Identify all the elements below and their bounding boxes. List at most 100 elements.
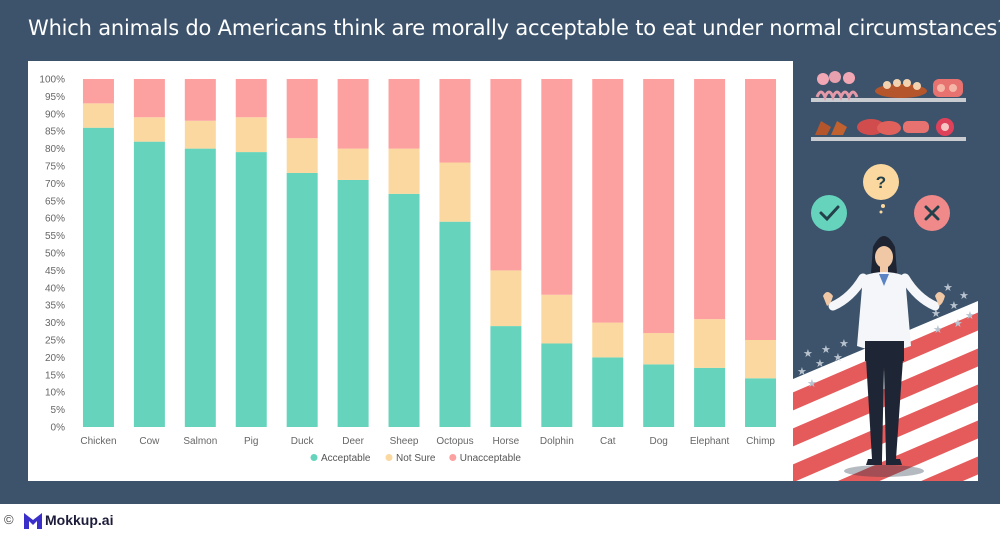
footer: © Mokkup.ai (0, 504, 1000, 537)
page-title: Which animals do Americans think are mor… (28, 16, 1000, 40)
svg-text:★: ★ (839, 337, 849, 350)
y-tick-label: 5% (51, 405, 66, 416)
legend-marker-acceptable (310, 454, 318, 461)
y-tick-label: 45% (45, 266, 65, 277)
legend-label: Acceptable (321, 453, 371, 464)
x-tick-label: Chimp (746, 436, 775, 447)
bar-chimp-not-sure (745, 340, 777, 379)
x-tick-label: Horse (493, 436, 520, 447)
bar-sheep-not-sure (388, 148, 420, 194)
bar-cat-acceptable (592, 357, 624, 427)
legend-marker-unacceptable (449, 454, 457, 461)
y-tick-label: 40% (45, 283, 65, 294)
bar-dolphin-acceptable (541, 343, 573, 427)
bar-sheep-acceptable (388, 193, 420, 427)
bar-duck-not-sure (286, 138, 318, 173)
svg-text:★: ★ (949, 299, 959, 312)
question-icon: ? (863, 164, 899, 214)
y-tick-label: 95% (45, 92, 65, 103)
legend-label: Not Sure (396, 453, 436, 464)
x-tick-label: Dog (649, 436, 667, 447)
woman-figure-icon (823, 236, 945, 477)
bar-salmon-not-sure (184, 120, 216, 149)
bar-pig-not-sure (235, 117, 267, 153)
y-tick-label: 35% (45, 301, 65, 312)
bar-horse-not-sure (490, 270, 522, 327)
bar-horse-unacceptable (490, 79, 522, 271)
bar-chicken-unacceptable (82, 79, 114, 104)
svg-text:★: ★ (931, 307, 941, 320)
y-tick-label: 100% (39, 75, 65, 86)
y-tick-label: 10% (45, 388, 65, 399)
svg-text:★: ★ (933, 323, 943, 336)
svg-text:★: ★ (821, 343, 831, 356)
y-tick-label: 75% (45, 162, 65, 173)
bar-cow-acceptable (133, 141, 165, 427)
svg-text:★: ★ (797, 365, 807, 378)
bar-deer-not-sure (337, 148, 369, 180)
bar-dog-unacceptable (643, 79, 675, 334)
question-mark: ? (876, 173, 886, 192)
reject-icon (914, 195, 950, 231)
x-tick-label: Deer (342, 436, 364, 447)
bar-octopus-unacceptable (439, 79, 471, 163)
x-tick-label: Cat (600, 436, 616, 447)
x-tick-label: Salmon (183, 436, 217, 447)
bar-dolphin-unacceptable (541, 79, 573, 295)
y-tick-label: 30% (45, 318, 65, 329)
svg-text:★: ★ (807, 377, 817, 390)
brand-name[interactable]: Mokkup.ai (45, 512, 114, 528)
bar-octopus-not-sure (439, 162, 471, 222)
y-tick-label: 25% (45, 336, 65, 347)
copyright-symbol: © (4, 512, 14, 527)
bar-dog-acceptable (643, 364, 675, 427)
x-tick-label: Cow (139, 436, 160, 447)
y-tick-label: 80% (45, 144, 65, 155)
x-tick-label: Duck (291, 436, 315, 447)
bar-salmon-acceptable (184, 148, 216, 427)
svg-text:★: ★ (815, 357, 825, 370)
meat-shelf-icon (811, 71, 966, 141)
chart-card: 0% 5% 10% 15% 20% 25% 30% 35% 40% 45% 50% 55% 60% 65%… (28, 61, 793, 481)
bar-deer-acceptable (337, 179, 369, 427)
bar-duck-acceptable (286, 172, 318, 427)
svg-text:★: ★ (959, 289, 969, 302)
x-tick-label: Octopus (436, 436, 473, 447)
x-tick-label: Dolphin (540, 436, 574, 447)
y-tick-label: 70% (45, 179, 65, 190)
bar-chimp-unacceptable (745, 79, 777, 340)
svg-text:★: ★ (965, 309, 975, 322)
mokkup-logo-icon[interactable] (24, 513, 42, 529)
bar-sheep-unacceptable (388, 79, 420, 149)
svg-text:★: ★ (803, 347, 813, 360)
y-tick-label: 20% (45, 353, 65, 364)
stacked-bar-chart: 0% 5% 10% 15% 20% 25% 30% 35% 40% 45% 50% 55% 60% 65%… (39, 75, 777, 464)
y-tick-label: 90% (45, 109, 65, 120)
y-tick-label: 50% (45, 249, 65, 260)
approve-icon (811, 195, 847, 231)
bar-chicken-not-sure (82, 103, 114, 128)
legend-label: Unacceptable (460, 453, 522, 464)
x-tick-label: Sheep (390, 436, 419, 447)
bar-elephant-acceptable (694, 367, 726, 427)
x-tick-label: Elephant (690, 436, 730, 447)
bar-dolphin-not-sure (541, 294, 573, 344)
y-tick-label: 15% (45, 370, 65, 381)
bar-pig-acceptable (235, 152, 267, 427)
bar-chimp-acceptable (745, 378, 777, 427)
bar-duck-unacceptable (286, 79, 318, 139)
svg-text:★: ★ (943, 281, 953, 294)
bar-cow-unacceptable (133, 79, 165, 118)
svg-text:★: ★ (833, 351, 843, 364)
bar-elephant-not-sure (694, 319, 726, 368)
legend-marker-not-sure (385, 454, 393, 461)
bar-elephant-unacceptable (694, 79, 726, 320)
bar-octopus-acceptable (439, 221, 471, 427)
x-tick-label: Chicken (80, 436, 116, 447)
svg-text:★: ★ (953, 317, 963, 330)
bar-deer-unacceptable (337, 79, 369, 149)
bar-cow-not-sure (133, 117, 165, 142)
bar-cat-not-sure (592, 322, 624, 358)
x-tick-label: Pig (244, 436, 258, 447)
bar-chicken-acceptable (82, 127, 114, 427)
